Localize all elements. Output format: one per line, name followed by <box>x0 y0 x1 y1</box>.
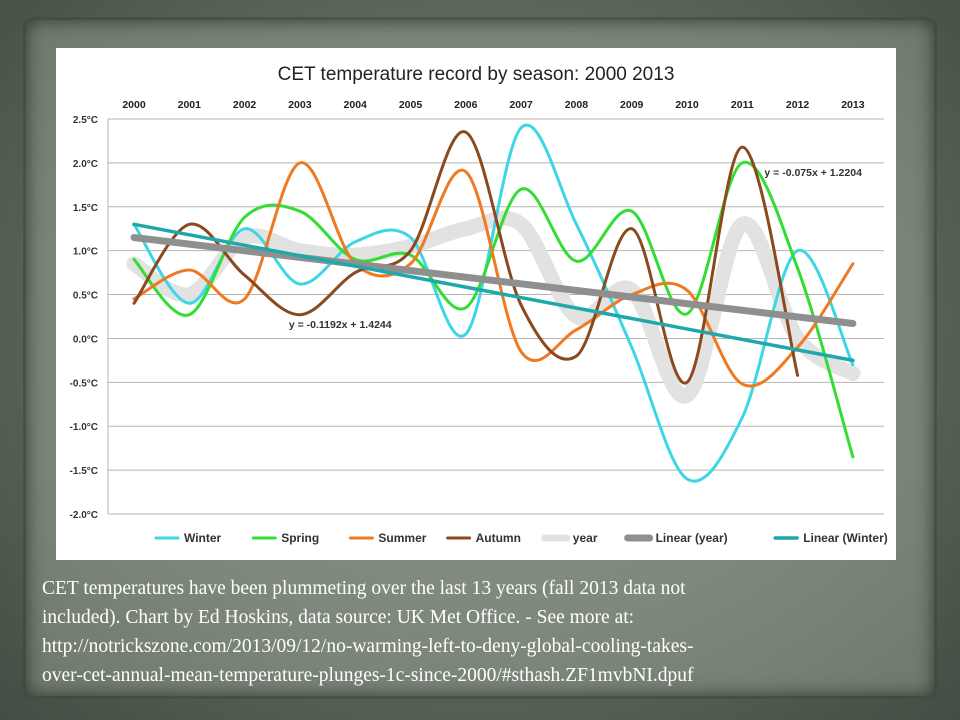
legend-label: Spring <box>281 531 319 545</box>
x-tick-label: 2008 <box>565 99 589 111</box>
y-tick-label: 2.5°C <box>73 115 98 126</box>
x-tick-label: 2002 <box>233 99 257 111</box>
y-tick-label: 1.5°C <box>73 203 98 214</box>
x-tick-label: 2003 <box>288 99 312 111</box>
y-tick-label: -2.0°C <box>70 510 98 521</box>
x-tick-label: 2004 <box>344 99 368 111</box>
x-tick-label: 2005 <box>399 99 423 111</box>
series-line-linear-winter <box>132 222 855 363</box>
y-tick-label: 2.0°C <box>73 159 98 170</box>
series-line-linear-year <box>130 234 857 328</box>
y-tick-label: -0.5°C <box>70 378 98 389</box>
x-tick-label: 2013 <box>841 99 865 111</box>
caption-line: over-cet-annual-mean-temperature-plunges… <box>42 665 694 686</box>
legend-label: Summer <box>378 531 426 545</box>
x-tick-label: 2006 <box>454 99 478 111</box>
caption-line: included). Chart by Ed Hoskins, data sou… <box>42 607 635 628</box>
legend-label: Winter <box>184 531 222 545</box>
y-tick-label: 1.0°C <box>73 247 98 258</box>
legend-label: Autumn <box>476 531 521 545</box>
x-tick-label: 2012 <box>786 99 810 111</box>
caption: CET temperatures have been plummeting ov… <box>42 574 922 690</box>
cet-line-chart: CET temperature record by season: 2000 2… <box>70 64 888 545</box>
x-tick-label: 2007 <box>509 99 533 111</box>
trend-equation: y = -0.1192x + 1.4244 <box>289 319 392 331</box>
x-tick-label: 2010 <box>675 99 699 111</box>
x-tick-label: 2001 <box>178 99 202 111</box>
series-line-summer <box>132 161 855 388</box>
legend-label: year <box>573 531 598 545</box>
chart-title: CET temperature record by season: 2000 2… <box>278 64 675 85</box>
legend-label: Linear (year) <box>656 531 728 545</box>
series-line-spring <box>132 160 855 459</box>
caption-line: http://notrickszone.com/2013/09/12/no-wa… <box>42 636 694 657</box>
caption-line: CET temperatures have been plummeting ov… <box>42 578 686 599</box>
x-tick-label: 2000 <box>122 99 146 111</box>
trend-equation: y = -0.075x + 1.2204 <box>764 167 862 179</box>
y-tick-label: -1.5°C <box>70 466 98 477</box>
x-tick-label: 2011 <box>731 99 754 111</box>
legend-label: Linear (Winter) <box>803 531 888 545</box>
series-line-winter <box>132 123 855 483</box>
y-tick-label: 0.0°C <box>73 334 98 345</box>
y-tick-label: -1.0°C <box>70 422 98 433</box>
series-line-autumn <box>132 130 800 385</box>
y-tick-label: 0.5°C <box>73 291 98 302</box>
chart-panel: CET temperature record by season: 2000 2… <box>56 48 896 560</box>
x-tick-label: 2009 <box>620 99 644 111</box>
